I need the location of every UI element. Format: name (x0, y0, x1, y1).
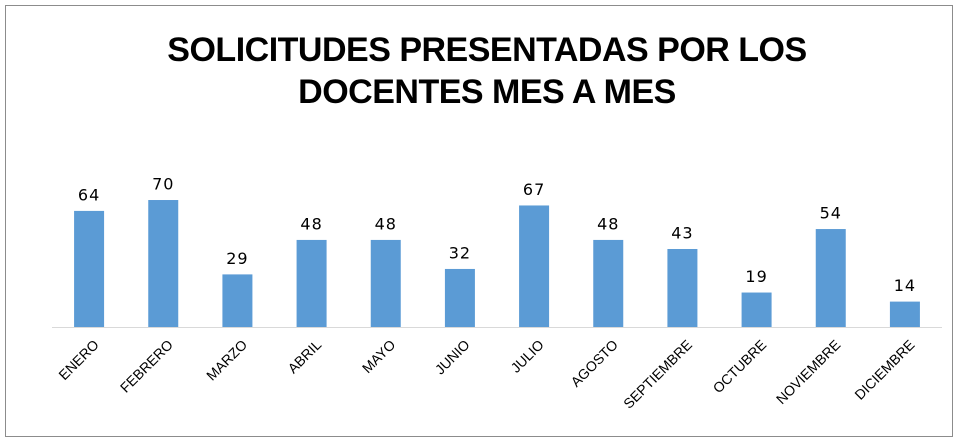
value-label: 14 (894, 276, 916, 295)
value-label: 43 (671, 223, 693, 242)
chart-title: SOLICITUDES PRESENTADAS POR LOS (167, 31, 806, 69)
value-label: 70 (152, 175, 174, 194)
bar (444, 268, 475, 327)
bar (741, 292, 772, 327)
bar (296, 239, 327, 327)
value-label: 64 (78, 185, 100, 204)
bar (593, 239, 624, 327)
value-label: 48 (375, 214, 397, 233)
bar (74, 210, 105, 327)
value-label: 48 (300, 214, 322, 233)
bar (667, 248, 698, 327)
bar (889, 301, 920, 327)
value-label: 54 (820, 204, 842, 223)
bar (370, 239, 401, 327)
value-label: 48 (597, 214, 619, 233)
value-label: 29 (226, 249, 248, 268)
value-label: 67 (523, 180, 545, 199)
bar (148, 200, 179, 327)
value-label: 32 (449, 243, 471, 262)
bar (815, 229, 846, 327)
bar (519, 205, 550, 327)
bar (222, 274, 253, 327)
chart-title: DOCENTES MES A MES (298, 73, 676, 111)
value-label: 19 (745, 267, 767, 286)
